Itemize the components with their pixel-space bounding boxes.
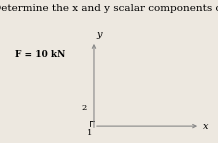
Text: y: y: [96, 30, 102, 39]
Text: F = 10 kN: F = 10 kN: [15, 50, 66, 59]
Text: Determine the x and y scalar components of: Determine the x and y scalar components …: [0, 4, 218, 13]
Text: x: x: [203, 122, 208, 131]
Text: 1: 1: [87, 129, 92, 137]
Text: 2: 2: [82, 104, 87, 112]
